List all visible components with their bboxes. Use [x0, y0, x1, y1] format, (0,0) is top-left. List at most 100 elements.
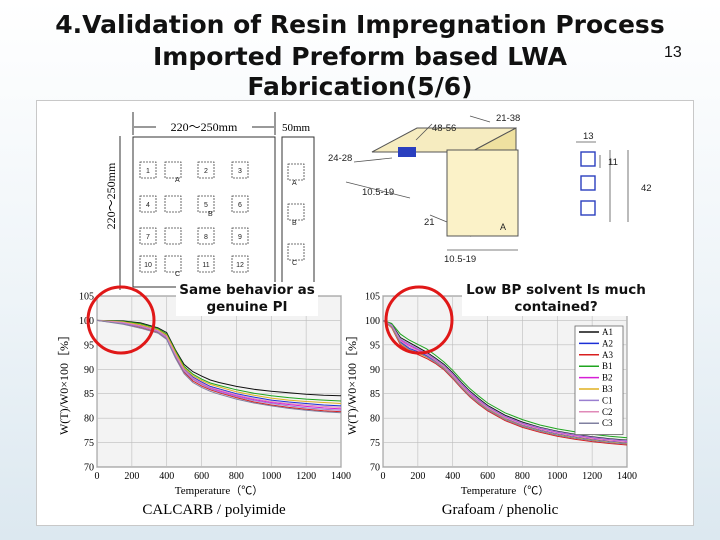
- y-tick-label: 70: [84, 463, 94, 474]
- sample-cell: [197, 227, 215, 245]
- sample-cell: [197, 195, 215, 213]
- sample-id: 2: [204, 168, 208, 175]
- series-line: [382, 319, 628, 443]
- sample-cell: [231, 227, 249, 245]
- sample-id: 6: [238, 202, 242, 209]
- x-tick-label: 600: [194, 471, 209, 482]
- detail-specimen-box: [580, 200, 596, 216]
- y-tick-label: 105: [365, 292, 380, 303]
- sample-id: 12: [236, 262, 244, 269]
- sample-cell: [197, 255, 215, 273]
- detail-specimen-box: [580, 175, 596, 191]
- series-line: [96, 319, 342, 414]
- block-dim-label: 10.5-19: [444, 254, 476, 265]
- sample-pos-letter: B: [208, 211, 213, 218]
- y-tick-label: 80: [370, 414, 380, 425]
- x-tick-label: 1200: [582, 471, 602, 482]
- x-tick-label: 1400: [331, 471, 351, 482]
- block-dim-label: 11: [608, 157, 618, 168]
- y-tick-label: 85: [370, 389, 380, 400]
- y-tick-label: 90: [370, 365, 380, 376]
- legend-label: C1: [602, 395, 613, 405]
- x-tick-label: 400: [445, 471, 460, 482]
- y-tick-label: 90: [84, 365, 94, 376]
- sample-id: 7: [146, 234, 150, 241]
- y-tick-label: 85: [84, 389, 94, 400]
- x-tick-label: 600: [480, 471, 495, 482]
- sample-cell: [164, 161, 182, 179]
- sample-id: 4: [146, 202, 150, 209]
- strip-cell: [287, 243, 305, 261]
- strip-letter: B: [292, 220, 297, 227]
- page-number: 13: [664, 44, 682, 61]
- preform-width-label: 220～250mm: [171, 120, 238, 134]
- x-tick-label: 200: [124, 471, 139, 482]
- y-tick-label: 95: [370, 340, 380, 351]
- strip-width-label: 50mm: [282, 122, 311, 134]
- specimen-marker: [398, 147, 416, 157]
- sample-id: 8: [204, 234, 208, 241]
- legend-label: B2: [602, 373, 613, 383]
- series-line: [96, 319, 342, 408]
- left-chart-xlabel: Temperature（℃）: [175, 484, 263, 497]
- block-dim-label: 48-56: [432, 123, 456, 134]
- y-tick-label: 75: [84, 438, 94, 449]
- y-tick-label: 70: [370, 463, 380, 474]
- slide-title-line-3: Fabrication(5/6): [247, 72, 473, 101]
- series-line: [96, 319, 342, 411]
- sample-cell: [139, 195, 157, 213]
- block-dim-label: 42: [641, 183, 652, 194]
- legend-label: A2: [602, 338, 613, 348]
- left-highlight-circle: [86, 285, 156, 355]
- x-tick-label: 200: [410, 471, 425, 482]
- detail-boxes: [580, 151, 596, 216]
- sample-id: 1: [146, 168, 150, 175]
- series-line: [382, 319, 628, 439]
- slide-title-line-1: 4.Validation of Resin Impregnation Proce…: [55, 10, 665, 39]
- right-chart-ylabel: W(T)/W0×100［%］: [345, 329, 359, 435]
- legend-label: B3: [602, 384, 613, 394]
- preform-height-label: 220～250mm: [104, 162, 118, 229]
- series-line: [96, 319, 342, 397]
- sample-pos-letter: A: [175, 177, 180, 184]
- sample-id: 9: [238, 234, 242, 241]
- sample-id: 3: [238, 168, 242, 175]
- right-callout: Low BP solvent Is much contained?: [462, 282, 650, 316]
- block-dim-label: 21-38: [496, 113, 520, 124]
- right-chart-caption: Grafoam / phenolic: [442, 502, 559, 518]
- series-line: [96, 319, 342, 404]
- y-tick-label: 95: [84, 340, 94, 351]
- x-tick-label: 800: [229, 471, 244, 482]
- sample-pos-letter: C: [175, 271, 180, 278]
- tga-chart-calcarb: 70 75 80 85 90 95 100 105 0 200 400 600 800 1000 1200 1…: [79, 292, 351, 483]
- series-line: [96, 319, 342, 402]
- sample-id: 10: [144, 262, 152, 269]
- block-dim-label: 10.5-19: [362, 187, 394, 198]
- sample-cell: [164, 195, 182, 213]
- right-highlight-circle: [384, 285, 454, 355]
- sample-cell: [231, 195, 249, 213]
- sample-cell: [231, 255, 249, 273]
- block-face-letter: A: [500, 222, 506, 232]
- sample-cell: [164, 227, 182, 245]
- sample-cell: [231, 161, 249, 179]
- x-tick-label: 1000: [547, 471, 567, 482]
- legend-label: C2: [602, 407, 613, 417]
- x-tick-label: 800: [515, 471, 530, 482]
- strip-letter: A: [292, 180, 297, 187]
- slide-title-line-2: Imported Preform based LWA: [153, 42, 567, 71]
- sample-id: 11: [202, 262, 209, 269]
- right-chart-xlabel: Temperature（℃）: [461, 484, 549, 497]
- sample-cell: [197, 161, 215, 179]
- legend: [574, 325, 624, 435]
- sample-cell: [139, 227, 157, 245]
- legend-label: C3: [602, 418, 613, 428]
- y-tick-label: 80: [84, 414, 94, 425]
- y-tick-label: 100: [365, 316, 380, 327]
- block-dim-label: 21: [424, 217, 435, 228]
- series-line: [382, 319, 628, 445]
- left-chart-ylabel: W(T)/W0×100［%］: [57, 329, 71, 435]
- legend-label: A1: [602, 327, 613, 337]
